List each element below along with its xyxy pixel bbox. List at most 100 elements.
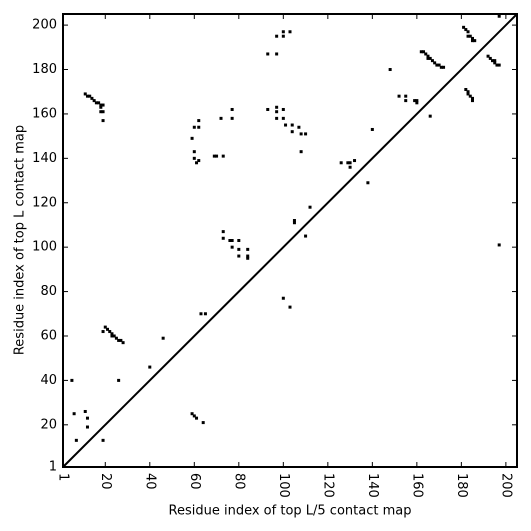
- contact-point: [119, 338, 123, 342]
- contact-point: [148, 365, 152, 369]
- contact-point: [437, 63, 441, 67]
- contact-point: [426, 56, 430, 60]
- contact-point: [426, 54, 430, 58]
- contact-point: [493, 59, 497, 63]
- contact-point: [346, 161, 350, 165]
- contact-point: [275, 34, 279, 38]
- contact-point: [466, 30, 470, 34]
- contact-point: [353, 159, 357, 163]
- contact-point: [495, 63, 499, 67]
- contact-point: [237, 247, 241, 251]
- contact-point: [94, 101, 98, 105]
- x-tick-label: 20: [98, 473, 113, 490]
- contact-point: [290, 130, 294, 134]
- contact-point: [339, 161, 343, 165]
- contact-point: [491, 59, 495, 63]
- contact-point: [281, 107, 285, 111]
- contact-point: [90, 96, 94, 100]
- contact-point: [439, 65, 443, 69]
- contact-point: [221, 154, 225, 158]
- contact-point: [103, 325, 107, 329]
- contact-point: [195, 416, 199, 420]
- contact-point: [85, 94, 89, 98]
- contact-point: [101, 119, 105, 123]
- contact-point: [230, 107, 234, 111]
- contact-point: [97, 101, 101, 105]
- x-tick-label: 200: [498, 473, 513, 498]
- y-tick-label: 20: [40, 417, 57, 432]
- contact-point: [435, 63, 439, 67]
- diagonal: [62, 13, 518, 468]
- contact-point: [121, 341, 125, 345]
- contact-point: [221, 236, 225, 240]
- contact-point: [161, 336, 165, 340]
- contact-point: [470, 36, 474, 40]
- contact-point: [292, 221, 296, 225]
- contact-point: [199, 312, 203, 316]
- contact-point: [442, 65, 446, 69]
- contact-point: [237, 254, 241, 258]
- y-tick-label: 180: [32, 62, 57, 77]
- x-tick-label: 40: [142, 473, 157, 490]
- contact-point: [497, 243, 501, 247]
- contact-point: [197, 125, 201, 129]
- contact-point: [422, 50, 426, 54]
- contact-point: [292, 219, 296, 223]
- contact-point: [428, 56, 432, 60]
- contact-point: [413, 99, 417, 103]
- contact-point: [221, 230, 225, 234]
- contact-point: [230, 245, 234, 249]
- contact-point: [228, 239, 232, 242]
- contact-point: [497, 63, 501, 67]
- contact-point: [497, 14, 501, 18]
- contact-point: [88, 94, 92, 98]
- contact-point: [112, 334, 116, 338]
- contact-point: [101, 438, 105, 442]
- y-tick-label: 200: [32, 18, 57, 33]
- contact-point: [215, 154, 219, 158]
- contact-point: [473, 39, 477, 43]
- contact-point: [192, 150, 196, 154]
- y-tick-label: 60: [40, 328, 57, 343]
- contact-point: [117, 338, 121, 342]
- contact-point: [493, 61, 497, 65]
- contact-point: [486, 54, 490, 58]
- contact-point: [201, 421, 205, 425]
- contact-point: [388, 68, 392, 72]
- contact-point: [464, 88, 468, 91]
- x-tick-label: 120: [320, 473, 335, 498]
- contact-point: [275, 105, 279, 109]
- x-tick-label: 60: [187, 473, 202, 490]
- contact-point: [246, 254, 250, 258]
- y-tick-label: 160: [32, 106, 57, 121]
- y-axis-label: Residue index of top L contact map: [13, 125, 28, 355]
- contact-point: [466, 92, 470, 96]
- contact-point: [99, 110, 103, 114]
- contact-point: [430, 59, 434, 63]
- contact-point: [304, 132, 308, 136]
- contact-point: [197, 159, 201, 163]
- y-tick-label: 140: [32, 151, 57, 166]
- contact-point: [219, 116, 223, 120]
- contact-point: [92, 99, 96, 103]
- contact-point: [415, 101, 419, 105]
- contact-point: [348, 165, 352, 169]
- contact-point: [304, 234, 308, 238]
- x-tick-label: 80: [231, 473, 246, 490]
- contact-point: [404, 94, 408, 98]
- contact-point: [464, 28, 468, 32]
- contact-point: [488, 56, 492, 60]
- contact-point: [348, 161, 352, 165]
- contact-point: [281, 30, 285, 34]
- contact-point: [192, 414, 196, 418]
- contact-point: [190, 136, 194, 140]
- contact-point: [275, 116, 279, 120]
- contact-point: [466, 34, 470, 38]
- contact-point: [424, 52, 428, 56]
- contact-point: [230, 116, 234, 120]
- contact-point: [299, 132, 303, 136]
- contact-point: [288, 305, 292, 309]
- contact-point: [83, 409, 87, 413]
- contact-point: [246, 247, 250, 251]
